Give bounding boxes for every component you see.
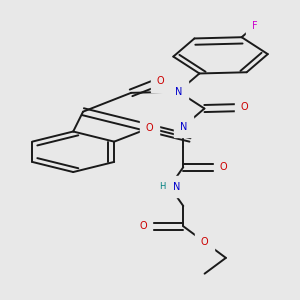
Text: O: O [201,237,208,247]
Text: N: N [173,182,181,192]
Text: O: O [146,123,153,133]
Text: F: F [251,21,257,31]
Text: O: O [157,76,164,86]
Text: N: N [180,122,187,132]
Text: O: O [241,103,248,112]
Text: N: N [175,87,182,97]
Text: H: H [160,182,166,191]
Text: O: O [220,162,227,172]
Text: O: O [139,221,147,231]
